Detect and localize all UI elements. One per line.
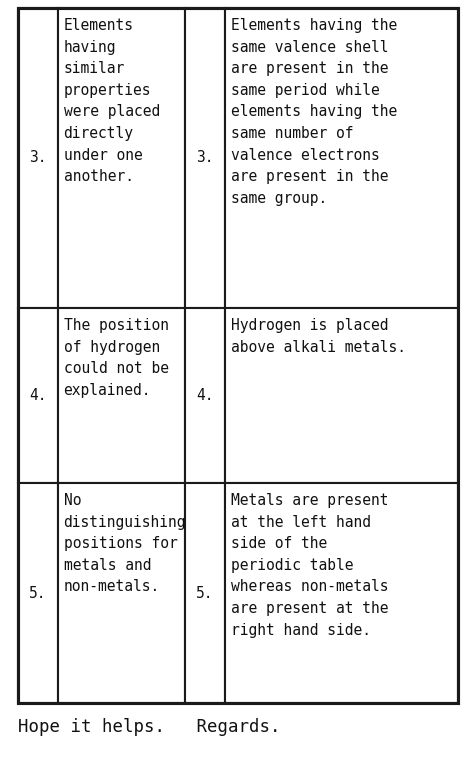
- Bar: [225, 308, 458, 483]
- Bar: [18, 483, 58, 703]
- Text: 3.: 3.: [196, 150, 214, 166]
- Text: The position
of hydrogen
could not be
explained.: The position of hydrogen could not be ex…: [64, 318, 169, 398]
- Bar: [185, 483, 225, 703]
- Text: Hope it helps.   Regards.: Hope it helps. Regards.: [18, 718, 281, 736]
- Bar: [58, 483, 185, 703]
- Text: Metals are present
at the left hand
side of the
periodic table
whereas non-metal: Metals are present at the left hand side…: [231, 493, 388, 637]
- Bar: [18, 8, 58, 308]
- Bar: [185, 8, 225, 308]
- Bar: [225, 483, 458, 703]
- Text: No
distinguishing
positions for
metals and
non-metals.: No distinguishing positions for metals a…: [64, 493, 186, 594]
- Bar: [58, 308, 185, 483]
- Text: 4.: 4.: [196, 388, 214, 403]
- Text: Elements
having
similar
properties
were placed
directly
under one
another.: Elements having similar properties were …: [64, 18, 160, 185]
- Text: 4.: 4.: [29, 388, 46, 403]
- Bar: [58, 8, 185, 308]
- Bar: [185, 308, 225, 483]
- Text: 3.: 3.: [29, 150, 46, 166]
- Text: Hydrogen is placed
above alkali metals.: Hydrogen is placed above alkali metals.: [231, 318, 406, 354]
- Bar: [18, 308, 58, 483]
- Bar: [225, 8, 458, 308]
- Text: 5.: 5.: [29, 586, 46, 601]
- Text: 5.: 5.: [196, 586, 214, 601]
- Text: Elements having the
same valence shell
are present in the
same period while
elem: Elements having the same valence shell a…: [231, 18, 397, 206]
- Bar: [18, 8, 458, 703]
